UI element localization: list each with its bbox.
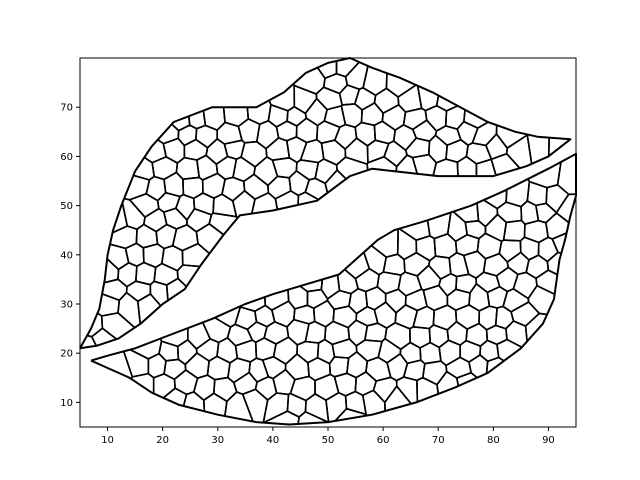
x-axis: 10 20 30 40 50 60 70 80 90: [101, 427, 555, 446]
y-tick-label-30: 30: [60, 300, 73, 311]
x-tick-label-80: 80: [487, 435, 500, 446]
series-lower-lip-line: [90, 152, 577, 426]
series-group: [79, 57, 577, 426]
lip-cell: [296, 410, 333, 425]
y-tick-label-10: 10: [60, 398, 73, 409]
x-tick-label-50: 50: [322, 435, 335, 446]
x-tick-label-20: 20: [156, 435, 169, 446]
lip-cell: [551, 228, 577, 260]
x-tick-label-70: 70: [432, 435, 445, 446]
y-axis: 10 20 30 40 50 60 70: [60, 103, 80, 409]
series-upper-lip-line: [79, 57, 572, 350]
y-tick-label-50: 50: [60, 201, 73, 212]
y-tick-label-40: 40: [60, 250, 73, 261]
lip-cell: [535, 269, 577, 308]
x-tick-label-90: 90: [542, 435, 555, 446]
y-tick-label-20: 20: [60, 349, 73, 360]
lip-cell: [90, 327, 136, 349]
x-tick-label-60: 60: [377, 435, 390, 446]
x-tick-label-10: 10: [101, 435, 114, 446]
y-tick-label-70: 70: [60, 103, 73, 114]
x-tick-label-40: 40: [267, 435, 280, 446]
y-tick-label-60: 60: [60, 152, 73, 163]
x-tick-label-30: 30: [211, 435, 224, 446]
